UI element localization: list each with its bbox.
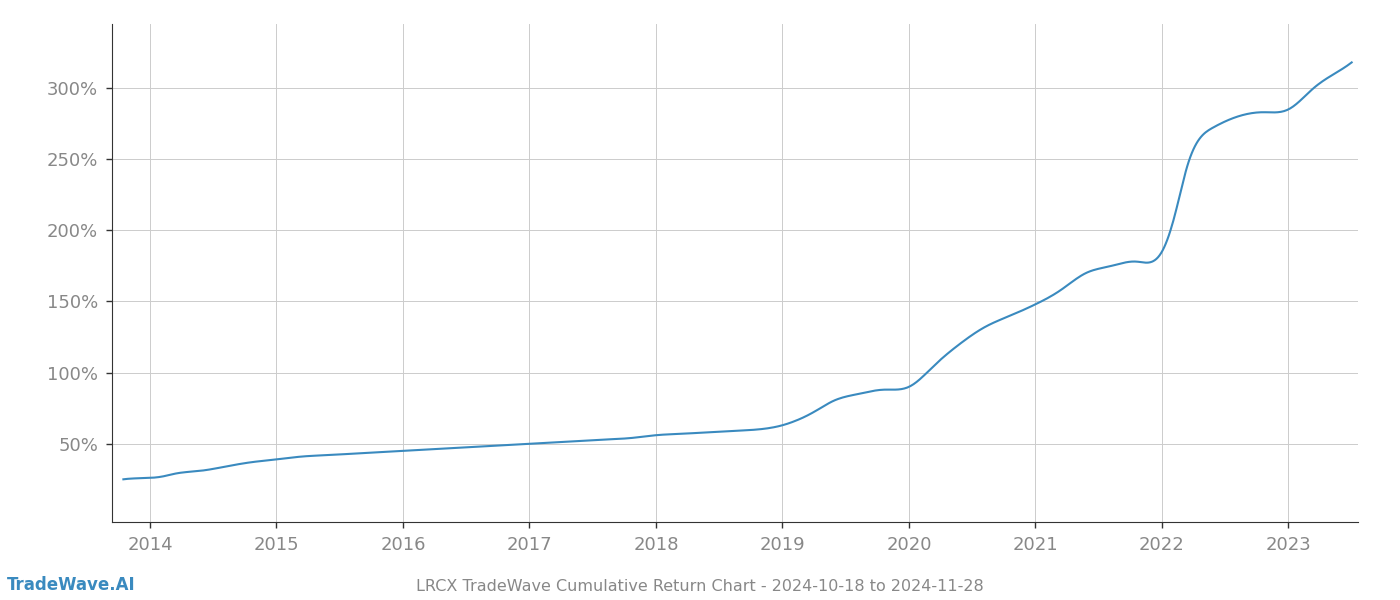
Text: TradeWave.AI: TradeWave.AI xyxy=(7,576,136,594)
Text: LRCX TradeWave Cumulative Return Chart - 2024-10-18 to 2024-11-28: LRCX TradeWave Cumulative Return Chart -… xyxy=(416,579,984,594)
